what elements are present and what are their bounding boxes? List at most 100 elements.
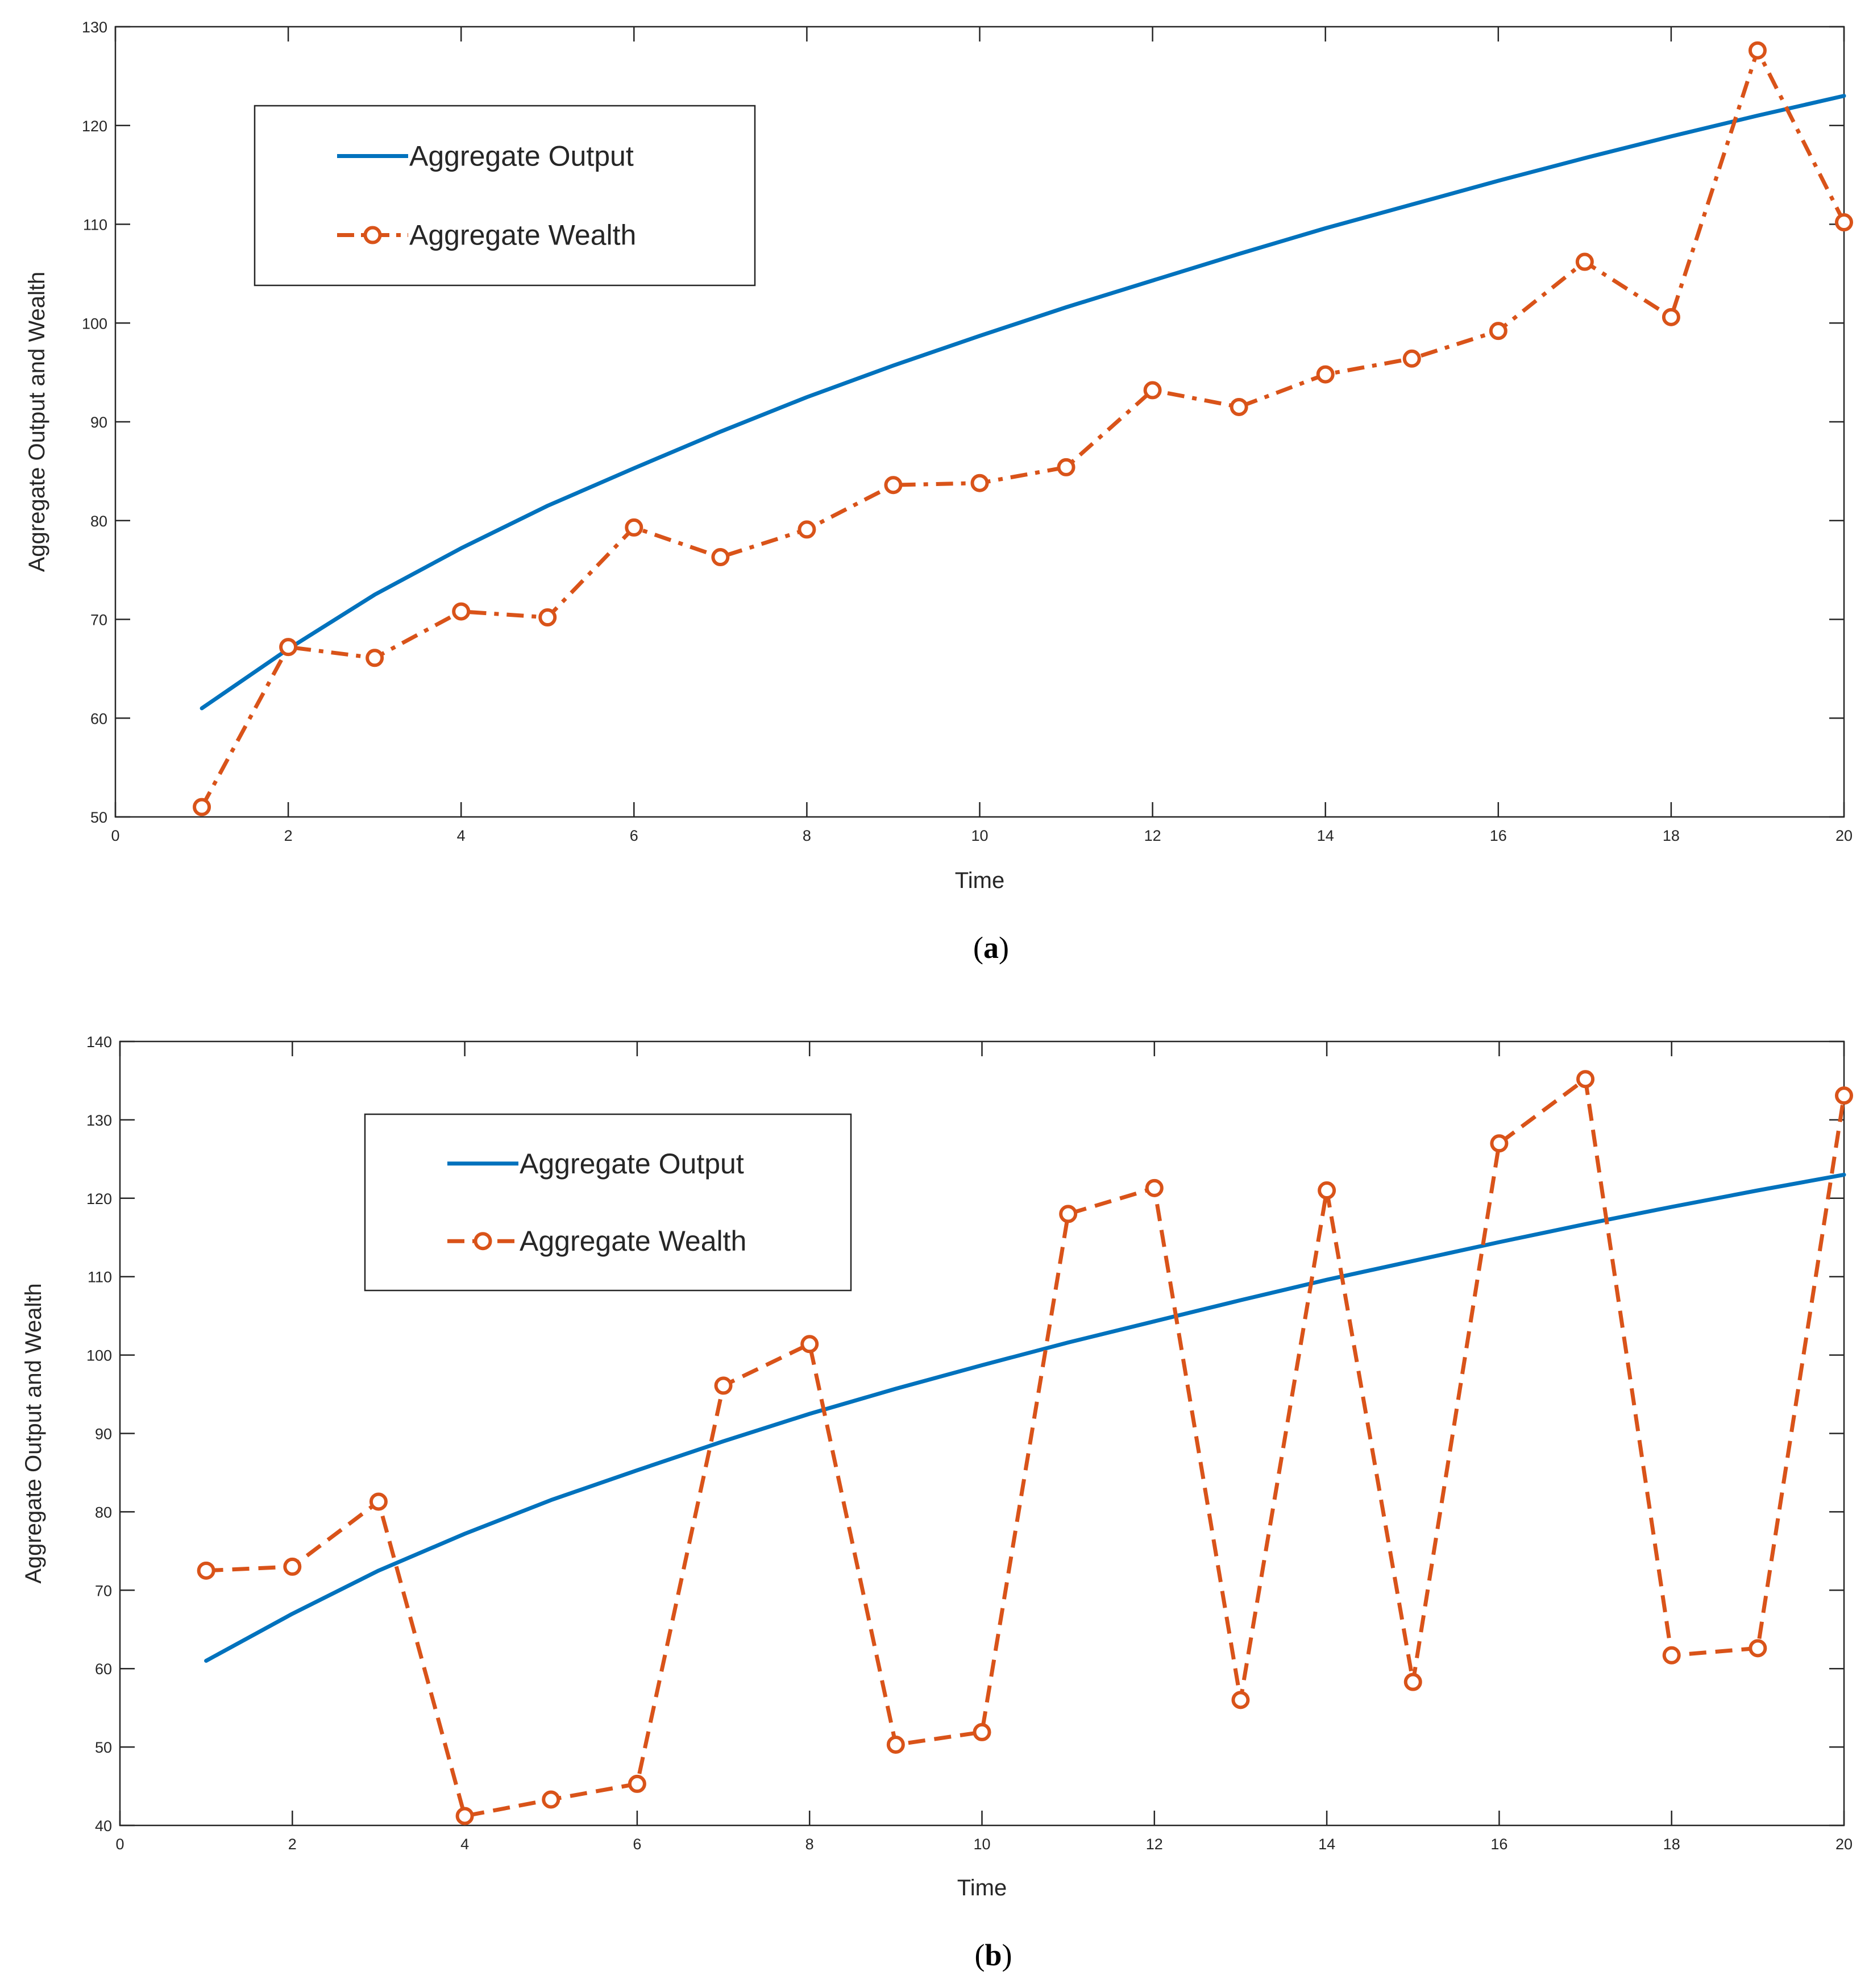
x-axis-label: Time	[957, 1875, 1007, 1900]
y-tick-label: 60	[90, 710, 107, 727]
x-tick-label: 10	[971, 827, 988, 844]
y-tick-label: 70	[95, 1582, 112, 1599]
y-tick-label: 130	[86, 1112, 112, 1129]
data-point-aggregate-wealth	[973, 1723, 991, 1741]
data-point-aggregate-wealth	[884, 476, 903, 495]
legend-marker-aggregate-wealth	[474, 1232, 492, 1251]
legend-label-aggregate-output: Aggregate Output	[409, 140, 634, 172]
x-tick-label: 2	[288, 1836, 297, 1853]
data-point-aggregate-wealth	[970, 474, 989, 492]
data-point-aggregate-wealth	[197, 1561, 215, 1580]
x-tick-label: 18	[1663, 1836, 1680, 1853]
caption-letter: b	[985, 1938, 1002, 1972]
chart-b: 0 2 4 6 8 10 12 14 16 18 20 40 50 60 70 80 90 100 110 120 13…	[21, 1034, 1853, 1972]
y-tick-label: 100	[82, 315, 107, 332]
y-tick-label: 120	[82, 118, 107, 135]
x-tick-label: 20	[1835, 827, 1853, 844]
data-point-aggregate-wealth	[1402, 349, 1421, 368]
x-tick-label: 8	[805, 1836, 814, 1853]
x-tick-label: 6	[633, 1836, 641, 1853]
y-tick-label: 130	[82, 19, 107, 36]
data-point-aggregate-wealth	[1057, 458, 1075, 476]
data-point-aggregate-wealth	[1662, 308, 1680, 326]
legend-marker-aggregate-wealth	[363, 226, 382, 244]
data-point-aggregate-wealth	[455, 1807, 474, 1825]
x-tick-label: 14	[1317, 827, 1334, 844]
y-tick-label: 60	[95, 1661, 112, 1678]
x-tick-label: 4	[460, 1836, 469, 1853]
series-line-aggregate-output	[200, 94, 1846, 711]
x-tick-label: 16	[1490, 827, 1507, 844]
legend-label-aggregate-wealth: Aggregate Wealth	[520, 1225, 746, 1257]
series-line-aggregate-wealth	[200, 48, 1846, 808]
data-point-aggregate-wealth	[800, 1335, 819, 1354]
x-tick-label: 4	[457, 827, 466, 844]
legend-box	[254, 105, 756, 287]
data-point-aggregate-wealth	[366, 649, 384, 667]
figure-caption: (b)	[974, 1938, 1012, 1972]
caption-close: )	[1002, 1938, 1012, 1972]
x-tick-label: 12	[1146, 1836, 1163, 1853]
series-line-aggregate-output	[204, 1172, 1846, 1663]
data-point-aggregate-wealth	[1835, 1086, 1853, 1105]
data-point-aggregate-wealth	[886, 1735, 905, 1754]
x-tick-label: 10	[973, 1836, 990, 1853]
x-tick-label: 18	[1663, 827, 1680, 844]
y-tick-label: 80	[95, 1504, 112, 1521]
x-tick-label: 2	[284, 827, 293, 844]
y-tick-label: 40	[95, 1817, 112, 1835]
x-tick-label: 0	[115, 1836, 124, 1853]
x-tick-label: 6	[630, 827, 638, 844]
caption-letter: a	[983, 931, 999, 965]
data-point-aggregate-wealth	[1145, 1178, 1164, 1197]
y-tick-label: 70	[90, 612, 107, 629]
figure-caption: (a)	[973, 931, 1009, 965]
x-tick-label: 14	[1318, 1836, 1335, 1853]
chart-a: 0 2 4 6 8 10 12 14 16 18 20 50 60 70 80 90 100 110 120 130 T…	[24, 19, 1853, 965]
y-tick-label: 120	[86, 1190, 112, 1207]
x-tick-label: 16	[1490, 1836, 1507, 1853]
y-tick-label: 100	[86, 1347, 112, 1364]
y-tick-label: 90	[90, 414, 107, 431]
data-point-aggregate-wealth	[1316, 365, 1335, 384]
data-point-aggregate-wealth	[714, 1376, 733, 1395]
data-point-aggregate-wealth	[1835, 213, 1853, 232]
y-tick-label: 50	[90, 809, 107, 826]
y-tick-label: 80	[90, 513, 107, 530]
series-line-aggregate-wealth	[206, 1077, 1846, 1818]
data-point-aggregate-wealth	[369, 1492, 388, 1511]
data-point-aggregate-wealth	[1318, 1181, 1336, 1200]
data-point-aggregate-wealth	[1231, 1691, 1250, 1709]
data-point-aggregate-wealth	[1575, 252, 1594, 271]
caption-open: (	[974, 1938, 985, 1972]
y-tick-label: 140	[86, 1034, 112, 1051]
y-tick-label: 110	[83, 217, 107, 234]
x-tick-label: 20	[1835, 1836, 1853, 1853]
caption-close: )	[999, 931, 1009, 965]
data-point-aggregate-wealth	[1490, 1134, 1509, 1153]
data-point-aggregate-wealth	[1230, 397, 1248, 416]
data-point-aggregate-wealth	[452, 602, 471, 621]
data-point-aggregate-wealth	[798, 520, 816, 539]
data-point-aggregate-wealth	[193, 798, 211, 816]
data-point-aggregate-wealth	[625, 518, 643, 537]
data-point-aggregate-wealth	[1143, 381, 1162, 400]
x-tick-label: 8	[803, 827, 811, 844]
x-axis-label: Time	[955, 868, 1004, 893]
legend-label-aggregate-output: Aggregate Output	[520, 1148, 744, 1180]
data-point-aggregate-wealth	[1403, 1672, 1422, 1691]
data-point-aggregate-wealth	[1576, 1070, 1595, 1089]
y-tick-label: 50	[95, 1739, 112, 1756]
data-point-aggregate-wealth	[1748, 41, 1767, 60]
data-point-aggregate-wealth	[1662, 1646, 1681, 1665]
y-axis-label: Aggregate Output and Wealth	[24, 272, 49, 572]
data-point-aggregate-wealth	[279, 638, 298, 657]
y-tick-label: 110	[88, 1269, 112, 1286]
legend-box	[364, 1113, 852, 1292]
data-point-aggregate-wealth	[283, 1557, 302, 1576]
data-point-aggregate-wealth	[1749, 1639, 1767, 1658]
data-point-aggregate-wealth	[542, 1790, 560, 1809]
data-point-aggregate-wealth	[1059, 1205, 1078, 1223]
data-point-aggregate-wealth	[538, 608, 557, 627]
